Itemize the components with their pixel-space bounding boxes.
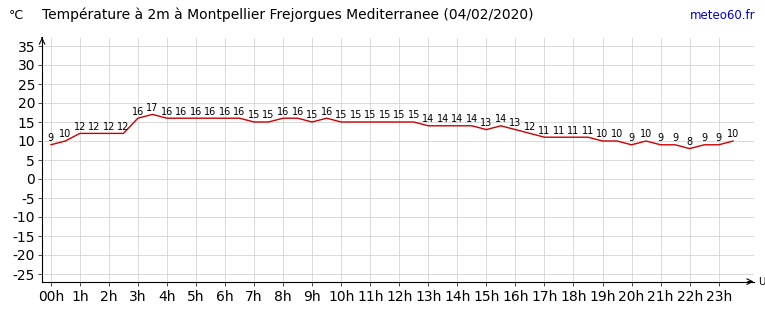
Text: 11: 11 xyxy=(582,126,594,136)
Text: 8: 8 xyxy=(686,137,692,147)
Text: 12: 12 xyxy=(117,122,129,132)
Text: 9: 9 xyxy=(701,133,707,143)
Text: 14: 14 xyxy=(437,114,449,124)
Text: 16: 16 xyxy=(190,107,202,117)
Text: °C: °C xyxy=(9,9,24,22)
Text: 12: 12 xyxy=(73,122,86,132)
Text: 16: 16 xyxy=(161,107,173,117)
Text: 9: 9 xyxy=(47,133,54,143)
Text: 9: 9 xyxy=(629,133,635,143)
Text: 14: 14 xyxy=(451,114,464,124)
Text: 15: 15 xyxy=(364,110,376,120)
Text: 13: 13 xyxy=(509,118,522,128)
Text: 15: 15 xyxy=(262,110,275,120)
Text: 11: 11 xyxy=(568,126,580,136)
Text: 12: 12 xyxy=(103,122,115,132)
Text: 15: 15 xyxy=(408,110,420,120)
Text: 9: 9 xyxy=(658,133,664,143)
Text: 16: 16 xyxy=(132,107,144,117)
Text: 15: 15 xyxy=(393,110,405,120)
Text: 10: 10 xyxy=(727,130,739,140)
Text: Température à 2m à Montpellier Frejorgues Mediterranee (04/02/2020): Température à 2m à Montpellier Frejorgue… xyxy=(42,8,533,22)
Text: 13: 13 xyxy=(480,118,493,128)
Text: 16: 16 xyxy=(291,107,304,117)
Text: 14: 14 xyxy=(422,114,435,124)
Text: 10: 10 xyxy=(59,130,71,140)
Text: 12: 12 xyxy=(524,122,536,132)
Text: 11: 11 xyxy=(553,126,565,136)
Text: 9: 9 xyxy=(672,133,679,143)
Text: 17: 17 xyxy=(146,103,158,113)
Text: 11: 11 xyxy=(539,126,551,136)
Text: 15: 15 xyxy=(306,110,318,120)
Text: meteo60.fr: meteo60.fr xyxy=(690,9,756,22)
Text: 15: 15 xyxy=(248,110,260,120)
Text: 14: 14 xyxy=(466,114,478,124)
Text: 15: 15 xyxy=(335,110,347,120)
Text: 10: 10 xyxy=(597,130,609,140)
Text: 16: 16 xyxy=(219,107,231,117)
Text: 10: 10 xyxy=(640,130,653,140)
Text: UTC: UTC xyxy=(758,276,765,287)
Text: 10: 10 xyxy=(611,130,623,140)
Text: 12: 12 xyxy=(88,122,100,132)
Text: 16: 16 xyxy=(277,107,289,117)
Text: 16: 16 xyxy=(321,107,333,117)
Text: 15: 15 xyxy=(379,110,391,120)
Text: 16: 16 xyxy=(204,107,216,117)
Text: 9: 9 xyxy=(715,133,721,143)
Text: 15: 15 xyxy=(350,110,362,120)
Text: 14: 14 xyxy=(495,114,507,124)
Text: 16: 16 xyxy=(175,107,187,117)
Text: 16: 16 xyxy=(233,107,246,117)
